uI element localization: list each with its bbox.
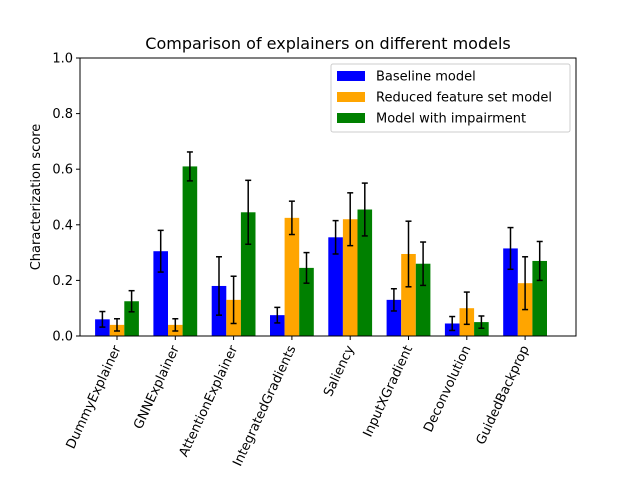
legend-label: Reduced feature set model (376, 91, 552, 106)
bar-integratedgradients-series-2 (299, 267, 314, 336)
bar-inputxgradient-series-0 (386, 299, 402, 336)
bar-integratedgradients-series-1 (284, 217, 300, 336)
bar-gnnexplainer-series-2 (182, 166, 198, 336)
plot-frame (79, 57, 577, 337)
x-tick-label: IntegratedGradients (230, 343, 299, 469)
x-tick-label: AttentionExplainer (177, 343, 242, 460)
legend-label: Baseline model (376, 70, 476, 85)
bar-saliency-series-2 (357, 209, 373, 336)
errorbars-layer (99, 151, 543, 332)
bar-saliency-series-0 (328, 237, 343, 336)
bars-layer (95, 166, 547, 336)
bar-integratedgradients-series-0 (270, 315, 285, 336)
x-tick-label: GNNExplainer (131, 343, 183, 432)
y-axis: 0.0 0.2 0.4 0.6 0.8 1.0 (52, 52, 80, 345)
legend-swatch (337, 92, 365, 102)
legend-swatch (337, 71, 365, 81)
bar-inputxgradient-series-2 (415, 263, 431, 336)
bar-inputxgradient-series-1 (401, 253, 416, 336)
bar-guidedbackprop-series-2 (532, 260, 547, 336)
bar-gnnexplainer-series-0 (153, 251, 168, 336)
y-tick-label: 1.0 (52, 52, 73, 67)
y-tick-label: 0.0 (52, 330, 73, 345)
legend: Baseline model Reduced feature set model M… (330, 63, 571, 133)
bar-deconvolution-series-2 (474, 322, 489, 336)
bar-guidedbackprop-series-0 (503, 248, 518, 336)
x-tick-label: InputXGradient (361, 343, 416, 439)
legend-swatch (337, 113, 365, 123)
y-tick-label: 0.4 (52, 218, 73, 233)
x-tick-label: Saliency (321, 343, 358, 399)
legend-label: Model with impairment (376, 112, 526, 127)
x-tick-label: GuidedBackprop (474, 343, 533, 447)
bar-attentionexplainer-series-2 (240, 212, 256, 336)
y-tick-label: 0.8 (52, 107, 73, 122)
y-tick-label: 0.6 (52, 163, 73, 178)
y-tick-label: 0.2 (52, 274, 73, 289)
x-tick-label: DummyExplainer (64, 343, 125, 452)
legend-box (330, 63, 571, 133)
x-axis: DummyExplainer GNNExplainerAttentionExpla… (64, 336, 533, 469)
x-tick-label: Deconvolution (421, 343, 474, 434)
chart-title: Comparison of explainers on different mo… (145, 34, 510, 53)
bar-dummyexplainer-series-2 (124, 301, 139, 336)
y-axis-label: Characterization score (29, 124, 44, 271)
bar-saliency-series-1 (342, 219, 358, 336)
